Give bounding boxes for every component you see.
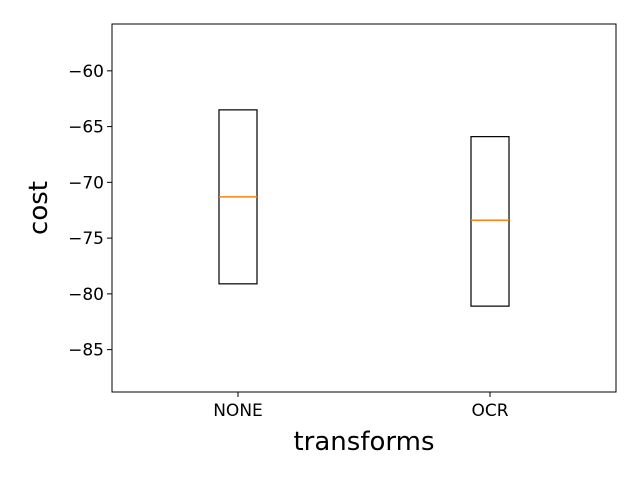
box-ocr — [470, 136, 510, 307]
x-tick-label: OCR — [471, 401, 508, 421]
y-tick-label: −80 — [68, 285, 104, 305]
plot-area-frame — [111, 23, 617, 393]
x-axis-label: transforms — [293, 427, 434, 457]
y-tick-label: −70 — [68, 173, 104, 193]
y-tick-label: −65 — [68, 118, 104, 138]
y-tick-label: −60 — [68, 62, 104, 82]
y-tick-label: −75 — [68, 229, 104, 249]
boxes — [218, 109, 510, 307]
x-axis-ticks: NONE OCR — [213, 392, 509, 421]
y-axis-ticks: −60 −65 −70 −75 −80 −85 — [68, 62, 112, 361]
y-axis-label: cost — [24, 181, 54, 235]
x-tick-label: NONE — [213, 401, 263, 421]
y-tick-label: −85 — [68, 341, 104, 361]
